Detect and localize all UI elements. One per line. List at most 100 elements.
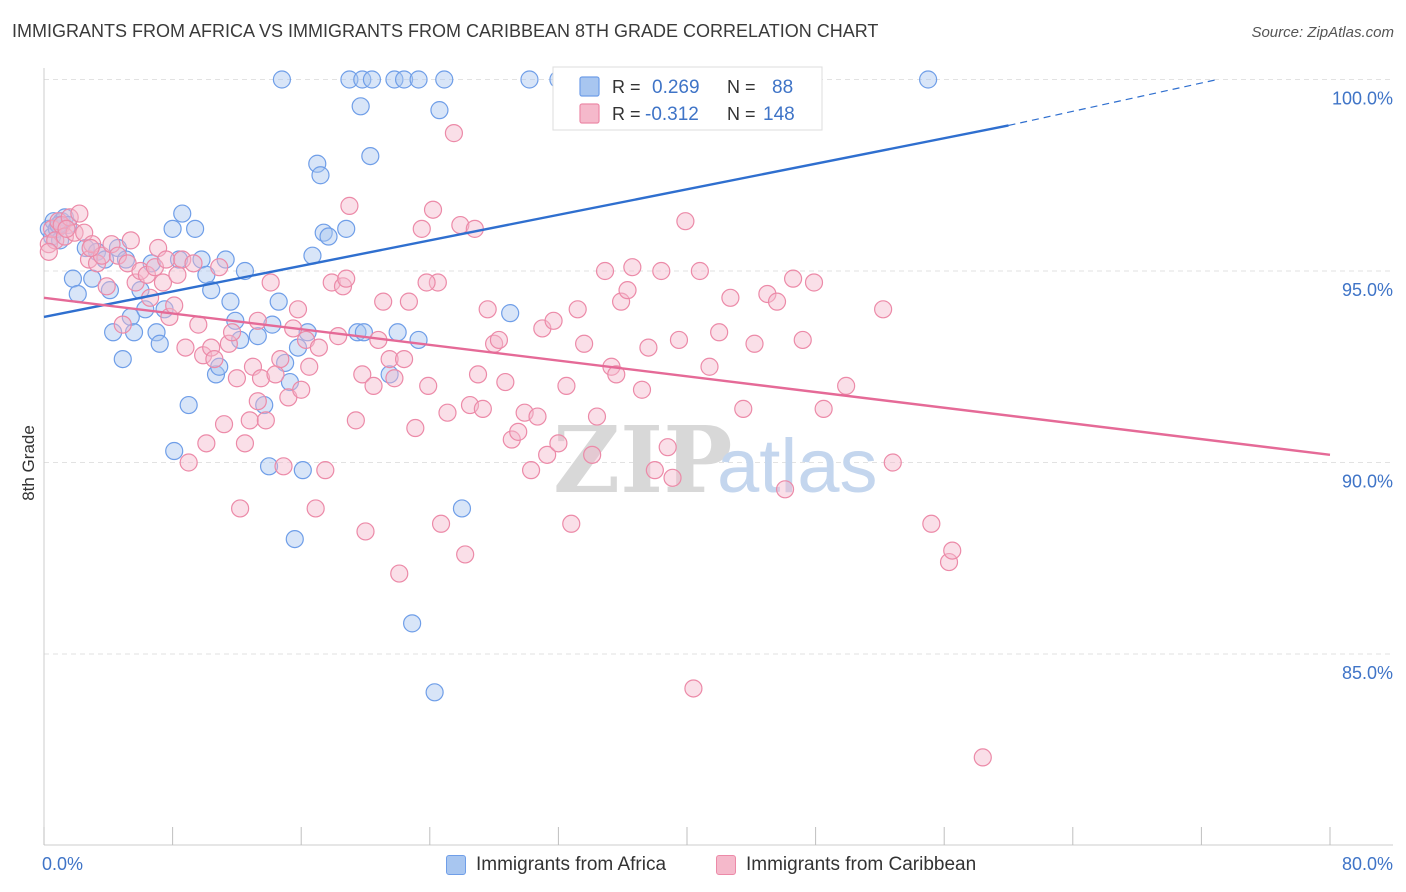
caribbean-point bbox=[189, 315, 208, 334]
caribbean-point bbox=[248, 311, 267, 330]
caribbean-point bbox=[102, 235, 121, 254]
africa-trend-line bbox=[43, 124, 1009, 319]
caribbean-point bbox=[251, 369, 271, 388]
caribbean-point bbox=[214, 415, 234, 434]
caribbean-point bbox=[793, 330, 812, 350]
caribbean-point bbox=[288, 300, 308, 319]
caribbean-point bbox=[423, 200, 443, 219]
caribbean-point bbox=[583, 445, 602, 464]
legend-item-africa[interactable]: Immigrants from Africa bbox=[446, 852, 666, 878]
caribbean-point bbox=[353, 365, 372, 384]
caribbean-point bbox=[108, 246, 128, 265]
caribbean-point bbox=[210, 258, 229, 277]
caribbean-point bbox=[70, 204, 89, 223]
caribbean-point bbox=[309, 338, 328, 357]
caribbean-point bbox=[219, 334, 238, 353]
caribbean-point bbox=[394, 349, 414, 369]
caribbean-points bbox=[39, 74, 992, 767]
caribbean-point bbox=[202, 338, 221, 357]
caribbean-point bbox=[544, 311, 563, 330]
caribbean-point bbox=[39, 242, 58, 261]
caribbean-point bbox=[417, 273, 436, 292]
caribbean-point bbox=[509, 422, 528, 441]
source-label: Source: ZipAtlas.com bbox=[1251, 24, 1394, 41]
caribbean-point bbox=[390, 564, 409, 583]
africa-point bbox=[919, 70, 938, 89]
legend-item-caribbean[interactable]: Immigrants from Caribbean bbox=[716, 852, 976, 878]
africa-point bbox=[520, 70, 539, 89]
africa-point bbox=[308, 154, 327, 173]
africa-point bbox=[351, 97, 370, 116]
caribbean-point bbox=[721, 288, 740, 307]
africa-point bbox=[353, 70, 372, 89]
africa-point bbox=[501, 304, 520, 323]
africa-trend-extension bbox=[1008, 78, 1218, 127]
caribbean-point bbox=[652, 261, 671, 281]
caribbean-point bbox=[374, 292, 393, 311]
caribbean-point bbox=[322, 273, 341, 292]
caribbean-point bbox=[113, 315, 132, 334]
caribbean-trend-line bbox=[43, 296, 1331, 457]
caribbean-point bbox=[176, 338, 195, 357]
caribbean-point bbox=[456, 545, 475, 564]
caribbean-point bbox=[385, 369, 404, 388]
africa-point bbox=[285, 529, 304, 549]
caribbean-point bbox=[364, 376, 383, 395]
caribbean-point bbox=[55, 227, 74, 246]
africa-point bbox=[202, 281, 221, 300]
caribbean-point bbox=[658, 438, 677, 457]
caribbean-point bbox=[399, 292, 419, 311]
caribbean-point bbox=[431, 514, 451, 533]
africa-point bbox=[269, 292, 288, 311]
legend-africa-n-label: N = bbox=[727, 77, 756, 97]
africa-point bbox=[113, 349, 132, 369]
caribbean-point bbox=[346, 411, 365, 430]
africa-point bbox=[221, 292, 240, 311]
watermark-atlas: atlas bbox=[717, 424, 878, 509]
caribbean-point bbox=[618, 281, 637, 300]
africa-point bbox=[293, 461, 312, 480]
africa-point bbox=[104, 323, 123, 342]
caribbean-point bbox=[922, 514, 941, 533]
caribbean-point bbox=[205, 349, 224, 369]
caribbean-point bbox=[165, 296, 184, 315]
caribbean-point bbox=[973, 748, 992, 767]
caribbean-point bbox=[406, 418, 425, 438]
caribbean-point bbox=[595, 261, 615, 281]
africa-point bbox=[186, 219, 205, 238]
caribbean-point bbox=[562, 514, 581, 533]
caribbean-point bbox=[639, 338, 658, 357]
africa-point bbox=[150, 334, 169, 353]
axes bbox=[43, 68, 1393, 846]
caribbean-point bbox=[292, 380, 311, 399]
caribbean-point bbox=[645, 461, 664, 480]
caribbean-point bbox=[837, 376, 856, 395]
caribbean-point bbox=[121, 231, 140, 250]
africa-point bbox=[311, 166, 330, 185]
legend-africa-n-value: 88 bbox=[772, 77, 793, 98]
africa-point bbox=[362, 70, 382, 89]
caribbean-point bbox=[235, 434, 255, 453]
caribbean-point bbox=[804, 273, 824, 292]
caribbean-point bbox=[340, 196, 359, 215]
trend-lines bbox=[43, 78, 1331, 457]
y-tick-label: 90.0% bbox=[1342, 472, 1393, 492]
caribbean-point bbox=[266, 365, 285, 384]
africa-point bbox=[272, 70, 292, 89]
caribbean-point bbox=[240, 411, 259, 430]
africa-point bbox=[361, 147, 380, 166]
caribbean-point bbox=[575, 334, 594, 353]
watermark: ZIP atlas bbox=[553, 406, 878, 514]
africa-point bbox=[147, 323, 166, 342]
caribbean-point bbox=[473, 399, 492, 418]
caribbean-point bbox=[710, 323, 729, 342]
africa-point bbox=[248, 327, 267, 346]
caribbean-swatch bbox=[716, 855, 736, 875]
x-tick-label: 80.0% bbox=[1342, 854, 1393, 874]
caribbean-point bbox=[684, 679, 703, 698]
caribbean-point bbox=[663, 468, 682, 487]
africa-point bbox=[179, 395, 198, 415]
caribbean-point bbox=[623, 258, 642, 277]
africa-point bbox=[425, 683, 444, 702]
